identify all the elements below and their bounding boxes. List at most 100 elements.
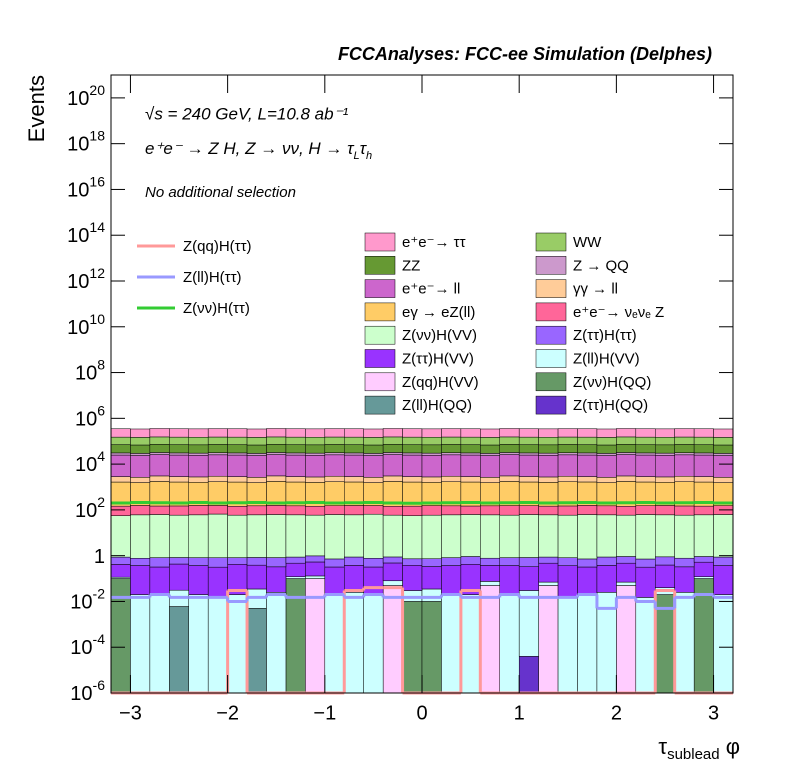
legend-swatch <box>535 256 567 275</box>
bar-segment <box>499 436 520 445</box>
tick-exponent: 10 <box>89 310 105 326</box>
bar-segment <box>693 514 714 557</box>
bar-segment <box>207 513 228 558</box>
bar-segment <box>402 505 423 516</box>
bar-segment <box>285 576 306 579</box>
y-tick-label: 10-4 <box>70 631 105 660</box>
bar-segment <box>616 475 637 482</box>
bar-segment <box>538 514 559 558</box>
bar-segment <box>246 477 267 483</box>
bar-segment <box>635 514 656 560</box>
bar-segment <box>285 436 306 445</box>
bar-segment <box>441 475 462 482</box>
bar-segment <box>188 594 209 694</box>
bar-segment <box>382 452 403 455</box>
x-label-part: τ <box>658 734 667 759</box>
bar-segment <box>460 452 481 456</box>
bar-segment <box>363 513 384 559</box>
bar-segment <box>421 436 442 446</box>
bar-segment <box>518 428 539 438</box>
bar-segment <box>188 444 209 454</box>
bar-segment <box>674 454 695 477</box>
bar-segment <box>441 436 462 445</box>
process-part: L <box>354 150 360 162</box>
bar-segment <box>110 436 131 445</box>
bar-segment <box>577 566 598 595</box>
bar-segment <box>402 452 423 456</box>
bar-segment <box>344 436 364 445</box>
tick-base: 10 <box>67 180 89 202</box>
bar-segment <box>305 514 326 557</box>
bar-segment <box>169 505 189 516</box>
bar-segment <box>382 580 403 586</box>
annotation: √s = 240 GeV, L=10.8 ab⁻¹ <box>145 104 349 123</box>
bar-segment <box>227 444 248 454</box>
bar-segment <box>363 428 384 438</box>
legend-label: Z(νν)H(VV) <box>402 327 477 344</box>
bar-segment <box>693 476 714 483</box>
bar-segment <box>149 428 170 438</box>
y-tick-label: 1018 <box>67 127 105 156</box>
bar-segment <box>285 454 306 477</box>
bar-segment <box>266 475 287 482</box>
bar-segment <box>266 454 287 477</box>
bar-segment <box>382 428 403 438</box>
bar-segment <box>538 444 559 454</box>
bar-segment <box>616 556 637 564</box>
bar-segment <box>149 566 170 595</box>
bar-segment <box>421 601 442 694</box>
bar-segment <box>421 428 442 438</box>
y-tick-label: 1010 <box>67 310 105 339</box>
bar-segment <box>480 514 500 559</box>
bar-segment <box>285 452 306 456</box>
bar-segment <box>518 590 539 657</box>
tick-base: 10 <box>67 317 89 339</box>
bar-segment <box>596 444 617 454</box>
bar-segment <box>169 452 189 456</box>
bar-segment <box>227 557 248 565</box>
bar-segment <box>557 428 578 438</box>
bar-segment <box>480 453 500 456</box>
bar-segment <box>635 444 656 454</box>
bar-segment <box>227 514 248 558</box>
bar-segment <box>149 594 170 694</box>
bar-segment <box>363 453 384 456</box>
bar-segment <box>110 452 131 456</box>
bar-segment <box>674 592 695 694</box>
legend-label: Z(νν)H(ττ) <box>183 300 250 317</box>
bar-segment <box>441 428 462 438</box>
bar-segment <box>344 505 364 516</box>
bar-segment <box>305 428 326 438</box>
bar-segment <box>246 608 267 694</box>
bar-segment <box>460 505 481 515</box>
bar-segment <box>557 444 578 453</box>
bar-segment <box>344 428 364 438</box>
bar-segment <box>557 452 578 456</box>
bar-segment <box>441 557 462 566</box>
bar-segment <box>169 476 189 483</box>
bar-segment <box>713 428 734 438</box>
legend-swatch <box>364 256 396 275</box>
bar-segment <box>382 514 403 558</box>
bar-segment <box>324 454 345 477</box>
bar-segment <box>713 565 734 595</box>
y-tick-label: 1012 <box>67 265 105 294</box>
bar-segment <box>538 581 559 586</box>
bar-segment <box>382 444 403 453</box>
bar-segment <box>207 566 228 598</box>
legend-swatch <box>535 302 567 322</box>
bar-segment <box>693 576 714 579</box>
bar-segment <box>460 514 481 557</box>
bar-segment <box>674 444 695 453</box>
bar-segment <box>655 428 675 438</box>
bar-segment <box>635 566 656 598</box>
legend-swatch <box>364 325 396 345</box>
bar-segment <box>577 428 598 438</box>
bar-segment <box>713 455 734 478</box>
bar-segment <box>227 454 248 477</box>
legend-label: Z(ττ)H(ττ) <box>573 327 637 344</box>
bar-segment <box>577 505 598 515</box>
bar-segment <box>693 454 714 477</box>
bar-segment <box>305 561 326 577</box>
tick-base: 10 <box>75 409 97 431</box>
